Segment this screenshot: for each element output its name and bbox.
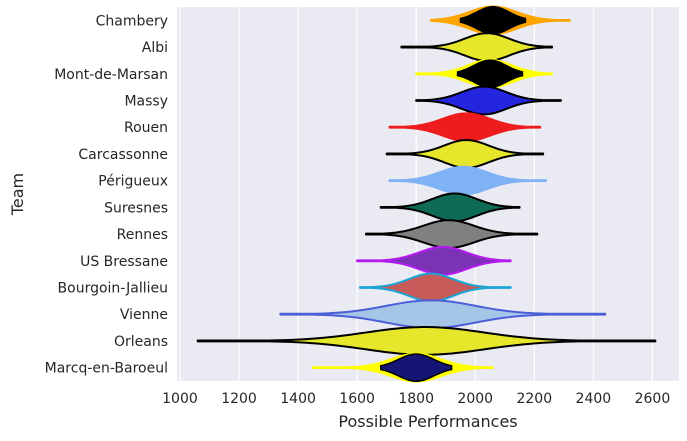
violin-orleans (196, 326, 657, 356)
violin-p-rigueux (388, 165, 548, 196)
x-tick-label: 1600 (339, 391, 375, 407)
x-tick-label: 2200 (516, 391, 552, 407)
x-tick-label: 2000 (457, 391, 493, 407)
x-tick-labels: 1000 1200 1400 1600 1800 2000 2200 2400 2600 (162, 391, 670, 407)
violin-body (415, 85, 562, 116)
violin-massy (415, 85, 562, 116)
y-tick-label: Albi (142, 40, 168, 56)
violin-inner (456, 59, 524, 89)
x-tick-label: 1200 (221, 391, 257, 407)
y-tick-label: Chambery (96, 13, 168, 29)
x-tick-label: 1800 (398, 391, 434, 407)
violin-body (388, 165, 548, 196)
y-tick-label: Carcassonne (78, 147, 168, 163)
y-tick-label: US Bressane (80, 254, 168, 270)
y-tick-label: Périgueux (98, 174, 168, 190)
violin-inner (459, 5, 527, 35)
violin-albi (400, 32, 554, 62)
y-tick-label: Vienne (120, 307, 168, 323)
y-tick-labels: Chambery Albi Mont-de-Marsan Massy Rouen Carc… (45, 13, 168, 376)
x-tick-label: 1000 (162, 391, 198, 407)
violin-mont-de-marsan (415, 58, 554, 89)
x-tick-label: 1400 (280, 391, 316, 407)
violin-chambery (429, 5, 571, 36)
violin-body (364, 219, 539, 249)
y-tick-label: Bourgoin-Jallieu (58, 281, 168, 297)
grid (179, 7, 654, 381)
violin-body (400, 32, 554, 62)
violin-body (356, 245, 512, 276)
violin-body (359, 272, 512, 303)
violin-rouen (388, 112, 542, 143)
y-tick-label: Orleans (114, 334, 168, 350)
violin-body (379, 192, 521, 223)
violin-suresnes (379, 192, 521, 223)
violin-carcassonne (385, 139, 545, 169)
y-tick-label: Rouen (124, 120, 168, 136)
y-tick-label: Massy (124, 94, 168, 110)
violin-body (196, 326, 657, 356)
violin-inner (380, 353, 453, 383)
violin-rennes (364, 219, 539, 249)
x-tick-label: 2400 (576, 391, 612, 407)
violin-body (388, 112, 542, 143)
x-tick-label: 2600 (635, 391, 671, 407)
violin-vienne (279, 299, 607, 330)
y-axis-label: Team (8, 173, 27, 216)
violin-bourgoin-jallieu (359, 272, 512, 303)
violins (196, 5, 657, 383)
violin-body (385, 139, 545, 169)
y-tick-label: Mont-de-Marsan (54, 67, 168, 83)
y-tick-label: Marcq-en-Baroeul (45, 361, 168, 377)
violin-us-bressane (356, 245, 512, 276)
x-axis-label: Possible Performances (338, 412, 517, 431)
violin-body (279, 299, 607, 330)
violin-marcq-en-baroeul (311, 352, 494, 383)
y-tick-label: Suresnes (104, 200, 168, 216)
y-tick-label: Rennes (117, 227, 168, 243)
